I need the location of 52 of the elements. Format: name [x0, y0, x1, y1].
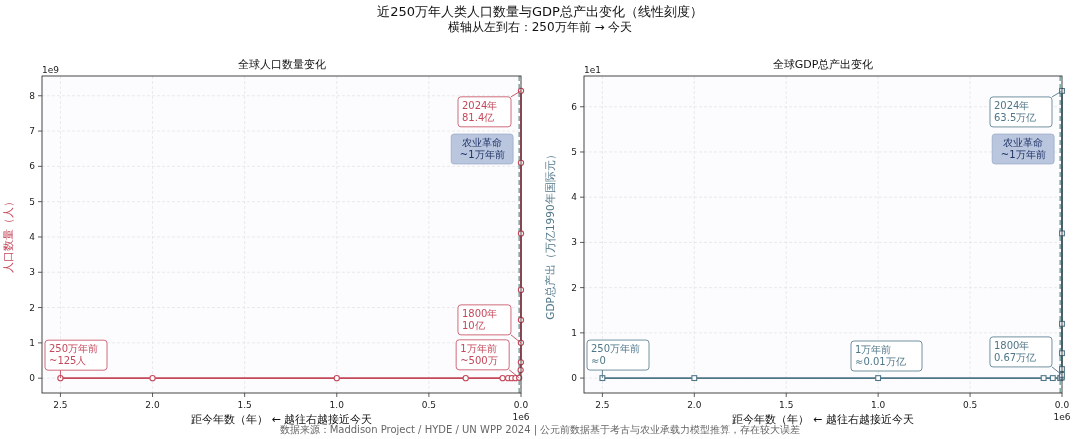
y-tick-label: 4	[29, 231, 36, 242]
y-axis-title: GDP总产出（万亿1990年国际元）	[544, 149, 556, 320]
text: 1e6	[1053, 412, 1071, 422]
annotation: 1万年前 ≈0.01万亿	[855, 344, 906, 367]
chart-title: 全球GDP总产出变化	[772, 58, 874, 71]
x-tick-label: 1.0	[870, 400, 886, 410]
x-tick-label: 1.5	[237, 400, 252, 410]
x-tick-label: 2.0	[145, 400, 160, 410]
y-tick-label: 3	[571, 237, 577, 248]
x-tick-label: 0.0	[1054, 400, 1070, 410]
annotation: 250万年前 ≈0	[591, 343, 641, 367]
text: 1e6	[512, 412, 530, 422]
annotation: 1万年前 ~500万	[460, 342, 498, 366]
annotation: 250万年前 ~125人	[49, 343, 99, 367]
y-tick-label: 0	[571, 373, 578, 384]
y-tick-label: 5	[571, 146, 577, 157]
y-tick-label: 8	[29, 90, 36, 101]
y-tick-label: 4	[571, 192, 578, 203]
x-tick-label: 0.0	[513, 400, 529, 410]
text: 近250万年人类人口数量与GDP总产出变化（线性刻度）	[377, 4, 703, 19]
ref-line-label: 农业革命 ~1万年前	[1000, 137, 1046, 160]
x-tick-label: 1.5	[779, 400, 794, 410]
chart-title: 全球人口数量变化	[237, 58, 326, 71]
y-tick-label: 2	[571, 282, 577, 293]
y-tick-label: 0	[29, 373, 36, 384]
y-tick-label: 6	[29, 161, 36, 172]
x-axis-title: 距今年数（年） ← 越往右越接近今天	[190, 413, 373, 426]
text: 横轴从左到右：250万年前 → 今天	[447, 20, 633, 34]
y-tick-label: 3	[29, 267, 35, 278]
y-tick-label: 7	[29, 126, 35, 137]
text: 1e9	[42, 65, 60, 75]
x-tick-label: 2.5	[53, 400, 68, 410]
annotation: 1800年 0.67万亿	[993, 339, 1037, 363]
x-tick-label: 0.5	[962, 400, 978, 410]
annotation: 1800年 10亿	[461, 307, 498, 331]
y-axis-title: 人口数量（人）	[2, 196, 14, 273]
annotation: 2024年 81.4亿	[462, 99, 498, 123]
y-tick-label: 5	[29, 196, 35, 207]
y-tick-label: 1	[571, 327, 577, 338]
x-tick-label: 1.0	[329, 400, 345, 410]
source-note: 数据来源：Maddison Project / HYDE / UN WPP 2024 | 公元前数据基于考古与农业承载力模型推算，存在较大误差	[279, 424, 801, 436]
x-tick-label: 2.5	[595, 400, 610, 410]
note-box: 1万年前 ≈0.01万亿	[850, 340, 923, 372]
x-axis-title: 距今年数（年） ← 越往右越接近今天	[732, 413, 914, 426]
text: 1e1	[584, 65, 601, 75]
y-tick-label: 2	[29, 302, 35, 313]
y-tick-label: 6	[571, 101, 578, 112]
x-tick-label: 2.0	[687, 400, 702, 410]
annotation: 2024年 63.5万亿	[994, 99, 1037, 123]
y-tick-label: 1	[29, 337, 35, 348]
ref-line-label: 农业革命 ~1万年前	[459, 137, 505, 160]
x-tick-label: 0.5	[421, 400, 437, 410]
